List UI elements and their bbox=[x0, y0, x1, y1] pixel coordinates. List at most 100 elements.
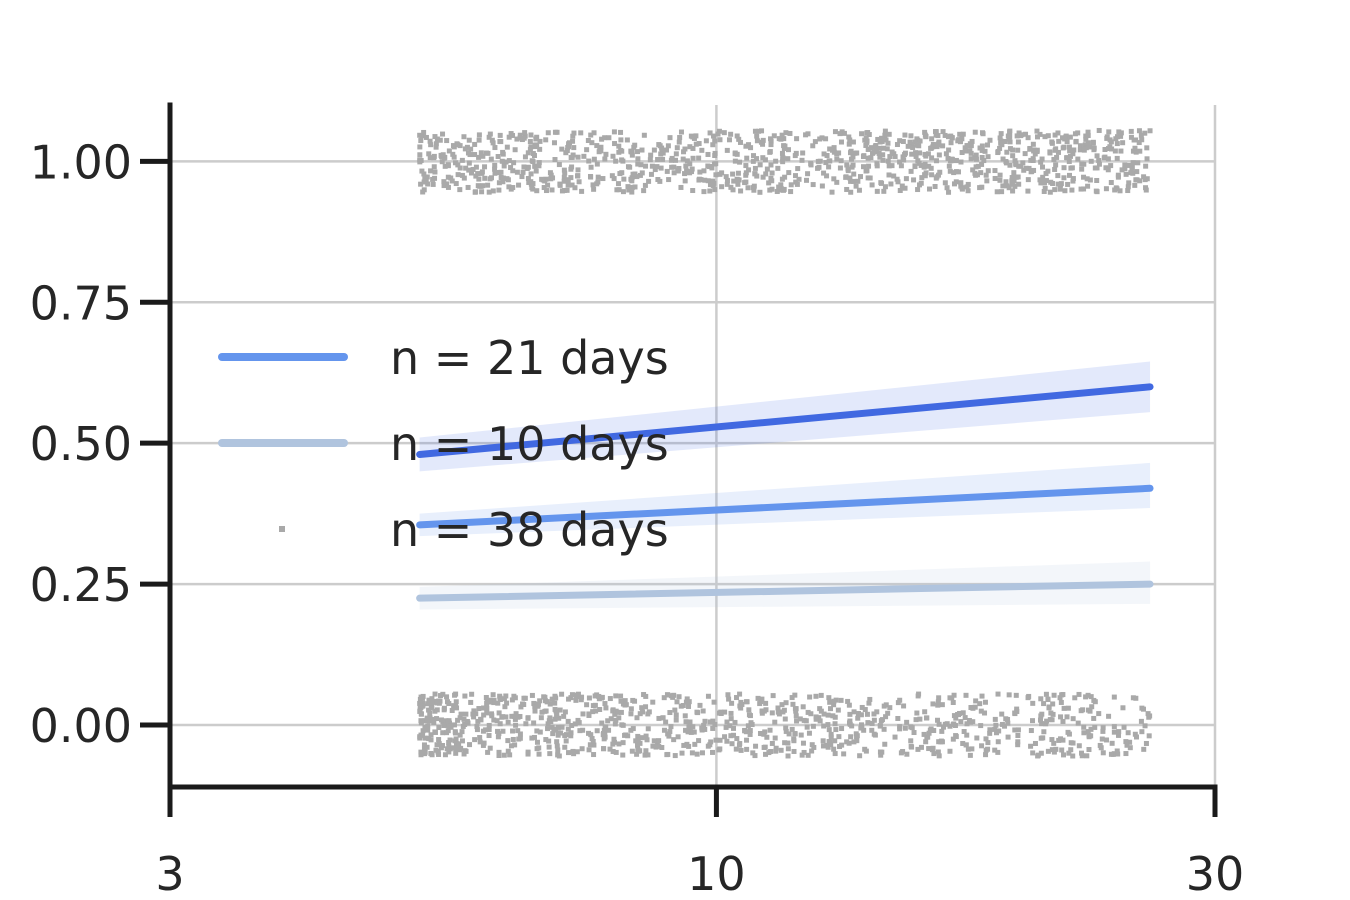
scatter-point-1-299 bbox=[1127, 739, 1133, 745]
scatter-point-0-1097 bbox=[551, 140, 557, 146]
scatter-point-0-895 bbox=[417, 152, 423, 158]
scatter-point-1-343 bbox=[471, 714, 477, 720]
scatter-point-0-353 bbox=[459, 157, 465, 163]
scatter-point-1-130 bbox=[717, 737, 723, 743]
scatter-point-0-407 bbox=[684, 169, 690, 175]
scatter-point-1-12 bbox=[764, 734, 770, 740]
scatter-point-0-95 bbox=[635, 156, 641, 162]
scatter-point-1-369 bbox=[885, 710, 891, 716]
scatter-point-0-872 bbox=[892, 154, 898, 160]
scatter-point-0-391 bbox=[712, 187, 718, 193]
scatter-point-1-294 bbox=[820, 738, 826, 744]
scatter-point-0-877 bbox=[819, 183, 825, 189]
scatter-point-0-1037 bbox=[1081, 146, 1087, 152]
scatter-point-1-510 bbox=[1079, 750, 1085, 756]
scatter-point-1-422 bbox=[1140, 706, 1146, 712]
scatter-point-1-707 bbox=[467, 742, 473, 748]
scatter-point-0-1010 bbox=[632, 184, 638, 190]
scatter-point-1-532 bbox=[1045, 696, 1051, 702]
scatter-point-1-126 bbox=[659, 745, 665, 751]
scatter-point-1-223 bbox=[474, 724, 480, 730]
scatter-point-1-932 bbox=[656, 738, 662, 744]
scatter-point-0-996 bbox=[776, 184, 782, 190]
scatter-point-0-213 bbox=[418, 138, 424, 144]
scatter-point-1-368 bbox=[1085, 692, 1091, 698]
scatter-point-0-942 bbox=[525, 176, 531, 182]
scatter-point-0-569 bbox=[589, 140, 595, 146]
scatter-point-0-834 bbox=[1016, 181, 1022, 187]
scatter-point-1-109 bbox=[763, 751, 769, 757]
scatter-point-1-363 bbox=[534, 739, 540, 745]
scatter-point-1-704 bbox=[487, 699, 493, 705]
scatter-point-0-469 bbox=[673, 157, 679, 163]
scatter-point-1-286 bbox=[1111, 724, 1117, 730]
scatter-point-0-907 bbox=[594, 143, 600, 149]
scatter-point-0-367 bbox=[1091, 145, 1097, 151]
scatter-point-0-612 bbox=[1051, 156, 1057, 162]
scatter-point-0-761 bbox=[584, 147, 590, 153]
scatter-point-0-499 bbox=[884, 146, 890, 152]
scatter-point-0-966 bbox=[769, 186, 775, 192]
scatter-point-1-132 bbox=[918, 744, 924, 750]
scatter-point-0-988 bbox=[496, 180, 502, 186]
scatter-point-0-604 bbox=[1077, 147, 1083, 153]
scatter-point-1-790 bbox=[438, 717, 444, 723]
scatter-point-0-171 bbox=[853, 183, 859, 189]
scatter-point-1-420 bbox=[915, 746, 921, 752]
scatter-point-1-195 bbox=[839, 742, 845, 748]
scatter-point-0-978 bbox=[1066, 172, 1072, 178]
scatter-point-0-464 bbox=[1093, 188, 1099, 194]
scatter-point-1-3 bbox=[428, 732, 434, 738]
scatter-point-1-283 bbox=[683, 719, 689, 725]
scatter-point-0-13 bbox=[887, 154, 893, 160]
scatter-point-1-285 bbox=[554, 743, 560, 749]
scatter-point-0-239 bbox=[875, 136, 881, 142]
scatter-point-1-60 bbox=[1076, 691, 1082, 697]
scatter-point-1-970 bbox=[1061, 705, 1067, 711]
scatter-point-0-410 bbox=[1126, 180, 1132, 186]
scatter-point-0-562 bbox=[1130, 148, 1136, 154]
scatter-point-0-195 bbox=[768, 175, 774, 181]
scatter-point-0-1076 bbox=[870, 150, 876, 156]
scatter-point-0-481 bbox=[897, 138, 903, 144]
scatter-point-0-146 bbox=[1085, 140, 1091, 146]
scatter-point-1-678 bbox=[957, 710, 963, 716]
scatter-point-0-301 bbox=[470, 166, 476, 172]
scatter-point-0-178 bbox=[921, 164, 927, 170]
scatter-point-1-842 bbox=[517, 735, 523, 741]
scatter-point-0-94 bbox=[965, 188, 971, 194]
scatter-point-0-1043 bbox=[1023, 131, 1029, 137]
scatter-point-1-149 bbox=[602, 701, 608, 707]
scatter-point-1-750 bbox=[417, 734, 423, 740]
scatter-point-0-1090 bbox=[1084, 176, 1090, 182]
scatter-point-0-759 bbox=[620, 189, 626, 195]
scatter-point-1-866 bbox=[1142, 723, 1148, 729]
scatter-point-0-571 bbox=[724, 147, 730, 153]
scatter-point-0-984 bbox=[1006, 185, 1012, 191]
scatter-point-1-383 bbox=[753, 743, 759, 749]
scatter-point-1-965 bbox=[1012, 727, 1018, 733]
scatter-point-1-46 bbox=[851, 709, 857, 715]
scatter-point-0-108 bbox=[859, 131, 865, 137]
scatter-point-1-494 bbox=[904, 719, 910, 725]
scatter-point-0-800 bbox=[689, 166, 695, 172]
scatter-point-0-253 bbox=[569, 182, 575, 188]
scatter-point-1-753 bbox=[772, 735, 778, 741]
scatter-point-1-655 bbox=[509, 697, 515, 703]
scatter-point-0-1001 bbox=[1094, 165, 1100, 171]
scatter-point-0-546 bbox=[830, 146, 836, 152]
scatter-point-0-990 bbox=[959, 186, 965, 192]
scatter-point-1-669 bbox=[1006, 692, 1012, 698]
scatter-point-1-760 bbox=[742, 728, 748, 734]
scatter-point-0-332 bbox=[533, 168, 539, 174]
scatter-point-1-424 bbox=[692, 741, 698, 747]
scatter-point-1-74 bbox=[1111, 729, 1117, 735]
scatter-point-1-464 bbox=[838, 697, 844, 703]
scatter-point-0-1077 bbox=[530, 151, 536, 157]
scatter-point-0-886 bbox=[1069, 165, 1075, 171]
scatter-point-0-894 bbox=[1015, 174, 1021, 180]
scatter-point-0-428 bbox=[775, 165, 781, 171]
scatter-point-1-155 bbox=[436, 737, 442, 743]
scatter-point-0-622 bbox=[522, 130, 528, 136]
scatter-point-0-507 bbox=[907, 139, 913, 145]
